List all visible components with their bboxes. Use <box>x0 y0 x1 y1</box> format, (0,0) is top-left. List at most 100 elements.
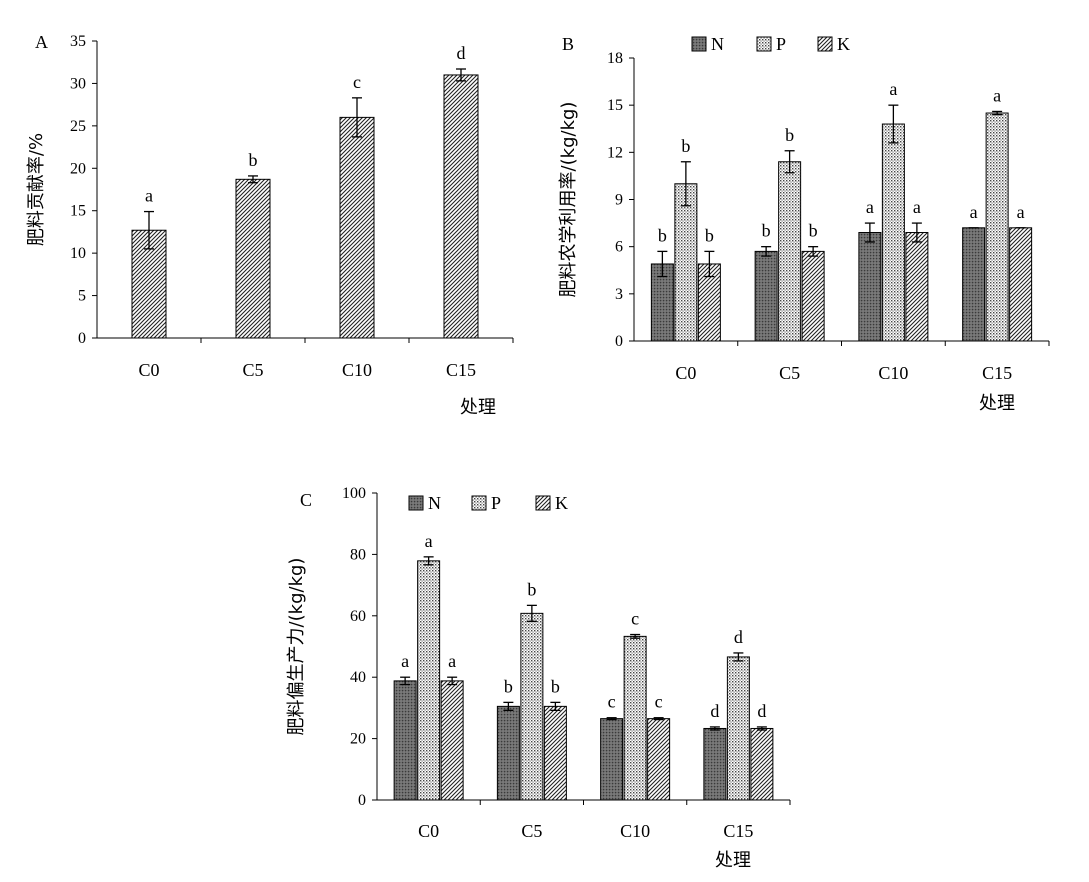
significance-letter: a <box>993 85 1001 105</box>
bar <box>417 560 441 801</box>
x-tick-label: C15 <box>723 821 753 841</box>
y-tick-label: 10 <box>70 245 86 262</box>
bar <box>778 161 802 342</box>
bar <box>674 183 698 342</box>
legend-label: N <box>711 34 724 54</box>
bar <box>801 250 825 342</box>
chart-panel-b: B 0 3 6 9 12 15 18 C0 C5 C10 C15 b b a a b b a a b b a a N P K 处理 肥料… <box>558 34 1050 414</box>
y-axis-title: 肥料偏生产力/(kg/kg) <box>286 558 307 736</box>
significance-letter: c <box>655 692 663 712</box>
panel-label: B <box>562 34 574 54</box>
y-tick-label: 0 <box>78 330 86 347</box>
significance-letter: a <box>145 186 153 206</box>
bar <box>496 705 520 801</box>
y-tick-label: 20 <box>350 731 366 748</box>
chart-panel-a: A 0 5 10 15 20 25 30 35 C0 C5 C10 C15 a b c d 处理 肥料贡献率/% <box>26 32 514 418</box>
significance-letter: d <box>457 43 466 63</box>
x-tick-label: C0 <box>138 360 159 380</box>
bar <box>600 718 624 801</box>
bar <box>858 232 882 342</box>
significance-letter: b <box>504 676 513 696</box>
legend-swatch <box>691 36 707 52</box>
significance-letter: b <box>249 150 258 170</box>
bar <box>750 727 774 801</box>
bar <box>703 727 727 801</box>
significance-letter: b <box>527 579 536 599</box>
bar <box>962 227 986 342</box>
x-tick-label: C10 <box>620 821 650 841</box>
x-axis-title: 处理 <box>715 850 751 871</box>
bar <box>647 718 671 801</box>
significance-letter: c <box>608 692 616 712</box>
significance-letter: a <box>401 651 409 671</box>
legend-swatch <box>535 495 551 511</box>
bar <box>235 178 271 339</box>
y-tick-label: 60 <box>350 608 366 625</box>
legend-swatch <box>471 495 487 511</box>
x-tick-label: C10 <box>878 363 908 383</box>
x-tick-label: C0 <box>675 363 696 383</box>
legend-label: P <box>491 493 501 513</box>
bar <box>623 635 647 801</box>
bar <box>754 250 778 342</box>
legend-swatch <box>408 495 424 511</box>
x-axis-title: 处理 <box>979 393 1015 414</box>
panel-label: C <box>300 490 312 510</box>
y-tick-label: 15 <box>70 203 86 220</box>
significance-letter: b <box>551 676 560 696</box>
significance-letter: a <box>448 651 456 671</box>
bar <box>881 123 905 342</box>
bar <box>726 656 750 801</box>
bar <box>1009 227 1033 342</box>
y-tick-label: 3 <box>615 286 623 303</box>
y-tick-label: 12 <box>607 144 623 161</box>
bar <box>520 612 544 801</box>
y-tick-label: 9 <box>615 192 623 209</box>
significance-letter: a <box>913 197 921 217</box>
y-tick-label: 30 <box>70 75 86 92</box>
bar <box>905 232 929 342</box>
legend-label: K <box>837 34 850 54</box>
legend-label: K <box>555 493 568 513</box>
y-tick-label: 0 <box>615 333 623 350</box>
y-tick-label: 80 <box>350 546 366 563</box>
x-tick-label: C5 <box>521 821 542 841</box>
significance-letter: b <box>681 136 690 156</box>
x-tick-label: C5 <box>779 363 800 383</box>
y-tick-label: 40 <box>350 669 366 686</box>
significance-letter: b <box>705 225 714 245</box>
y-tick-label: 6 <box>615 239 623 256</box>
y-tick-label: 100 <box>342 485 366 502</box>
x-tick-label: C15 <box>982 363 1012 383</box>
x-tick-label: C5 <box>242 360 263 380</box>
significance-letter: b <box>785 125 794 145</box>
significance-letter: a <box>1017 202 1025 222</box>
significance-letter: b <box>658 225 667 245</box>
x-tick-label: C0 <box>418 821 439 841</box>
y-axis-title: 肥料农学利用率/(kg/kg) <box>558 102 579 298</box>
x-axis-title: 处理 <box>460 397 496 418</box>
significance-letter: a <box>866 197 874 217</box>
significance-letter: c <box>631 609 639 629</box>
bar <box>985 112 1009 342</box>
y-tick-label: 5 <box>78 288 86 305</box>
y-tick-label: 15 <box>607 97 623 114</box>
x-tick-label: C15 <box>446 360 476 380</box>
significance-letter: a <box>889 79 897 99</box>
significance-letter: d <box>757 701 766 721</box>
y-tick-label: 0 <box>358 792 366 809</box>
bar <box>339 116 375 339</box>
legend-swatch <box>817 36 833 52</box>
significance-letter: d <box>734 627 743 647</box>
significance-letter: b <box>762 221 771 241</box>
significance-letter: a <box>970 202 978 222</box>
y-axis-title: 肥料贡献率/% <box>26 133 47 246</box>
bar <box>440 680 464 801</box>
panel-label: A <box>35 32 48 52</box>
y-tick-label: 20 <box>70 160 86 177</box>
significance-letter: b <box>809 221 818 241</box>
y-tick-label: 35 <box>70 33 86 50</box>
legend-label: N <box>428 493 441 513</box>
